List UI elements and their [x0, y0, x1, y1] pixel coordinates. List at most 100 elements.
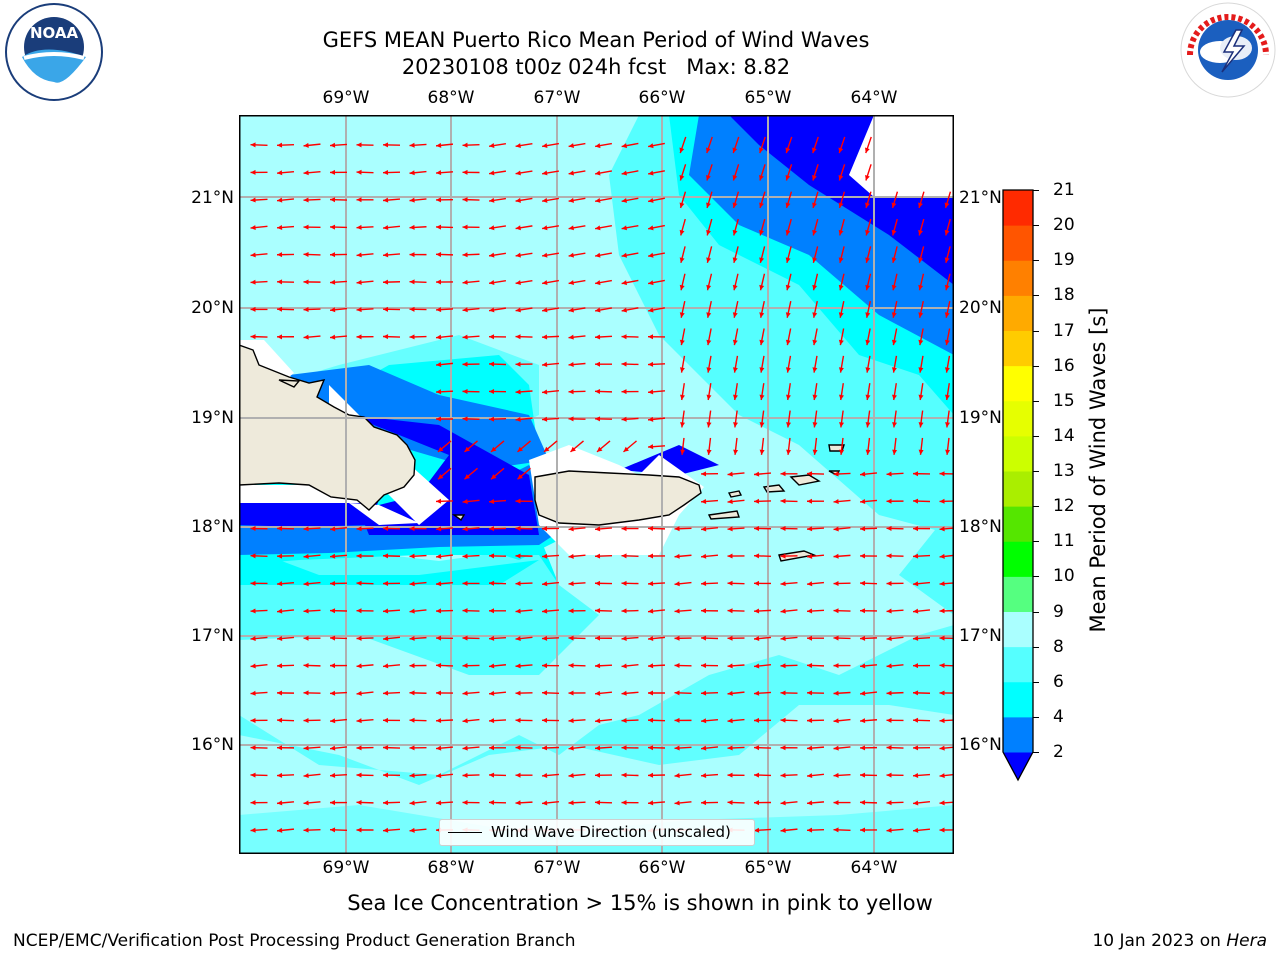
lat-tick-right-18n: 18°N: [959, 517, 1002, 537]
wind-wave-arrow-head: [913, 827, 919, 833]
wind-wave-arrow-head: [679, 339, 685, 346]
wind-wave-arrow-head: [679, 147, 685, 154]
wind-wave-arrow-head: [303, 773, 309, 779]
wind-wave-arrow-head: [812, 312, 818, 318]
wind-wave-arrow-head: [409, 526, 415, 532]
wind-wave-arrow-head: [542, 608, 548, 614]
wind-wave-arrow-head: [383, 525, 389, 531]
colorbar-tick-mark: [1033, 681, 1039, 683]
wind-wave-arrow-head: [838, 229, 844, 236]
wind-wave-arrow-head: [886, 471, 892, 477]
wind-wave-arrow-head: [860, 827, 866, 833]
colorbar-tick-mark: [1033, 471, 1039, 472]
colorbar-tick-mark: [1033, 260, 1039, 262]
colorbar-band: [1003, 295, 1033, 331]
wind-wave-arrow-head: [436, 170, 442, 176]
wind-wave-arrow-head: [303, 251, 309, 257]
wind-wave-arrow-head: [542, 197, 548, 203]
wind-wave-arrow-head: [886, 745, 892, 751]
footer-date: 10 Jan 2023 on: [1092, 931, 1227, 951]
wind-wave-arrow-head: [701, 581, 707, 587]
wind-wave-arrow-head: [733, 449, 739, 455]
wind-wave-arrow-head: [944, 367, 950, 373]
wind-wave-arrow-head: [648, 800, 654, 806]
wind-wave-arrow-head: [838, 202, 844, 208]
wind-wave-arrow-head: [838, 257, 844, 263]
wind-wave-arrow-head: [674, 663, 680, 669]
wind-wave-arrow-head: [727, 799, 733, 805]
wind-wave-arrow-head: [886, 717, 892, 723]
wind-wave-arrow-head: [648, 772, 654, 778]
colorbar-band: [1003, 400, 1033, 437]
wind-wave-arrow-head: [436, 608, 442, 614]
wind-wave-arrow-head: [489, 334, 495, 340]
wind-wave-arrow-head: [706, 394, 712, 401]
wind-wave-arrow-head: [913, 608, 919, 614]
wind-wave-arrow-head: [595, 745, 601, 751]
wind-wave-arrow-head: [621, 663, 627, 669]
wind-wave-arrow-head: [277, 608, 283, 614]
wind-wave-arrow-head: [462, 197, 468, 203]
wind-wave-arrow-head: [732, 339, 738, 346]
wind-wave-arrow-head: [568, 773, 574, 779]
wind-wave-arrow-head: [759, 449, 765, 455]
lat-tick-left-19n: 19°N: [191, 408, 234, 428]
chart-subtitle: 20230108 t00z 024h fcst Max: 8.82: [401, 55, 791, 79]
wind-wave-arrow-head: [833, 745, 839, 751]
wind-wave-arrow-head: [489, 307, 495, 313]
wind-wave-arrow-head: [621, 800, 627, 806]
wind-wave-arrow-head: [648, 553, 654, 559]
wind-wave-arrow-head: [489, 225, 495, 231]
noaa-logo: NOAA: [5, 3, 103, 101]
colorbar-tick-label: 16: [1053, 355, 1075, 376]
wind-wave-arrow-head: [913, 717, 919, 723]
wind-wave-arrow-head: [886, 690, 892, 696]
wind-wave-arrow-head: [648, 608, 654, 614]
wind-wave-arrow-head: [489, 170, 495, 176]
wind-wave-arrow-head: [303, 142, 309, 148]
wind-wave-arrow-head: [727, 718, 733, 724]
wind-wave-arrow-head: [250, 279, 256, 285]
wind-wave-arrow-head: [706, 422, 712, 428]
wind-wave-arrow-head: [409, 142, 415, 148]
wind-wave-arrow-head: [892, 422, 898, 428]
wind-wave-arrow-head: [542, 252, 548, 258]
colorbar-tick-mark: [1033, 225, 1039, 227]
wind-wave-arrow-head: [918, 449, 924, 455]
wind-wave-arrow-head: [939, 526, 945, 532]
wind-wave-arrow-head: [462, 252, 468, 258]
wind-wave-arrow-head: [250, 197, 256, 203]
wind-wave-arrow-head: [780, 717, 786, 723]
wind-wave-arrow-head: [409, 553, 415, 559]
wind-wave-arrow-head: [462, 608, 468, 614]
wind-wave-arrow-head: [759, 312, 765, 318]
wind-wave-arrow-head: [277, 636, 283, 641]
wind-wave-arrow-head: [489, 580, 495, 586]
wind-wave-arrow-head: [277, 170, 283, 176]
wind-wave-arrow-head: [860, 553, 866, 559]
wind-wave-arrow-head: [891, 312, 897, 318]
wind-wave-arrow-head: [250, 690, 256, 696]
wind-wave-arrow-head: [515, 553, 521, 559]
wind-wave-arrow-head: [812, 449, 818, 455]
lon-tick-top-69w: 69°W: [322, 88, 370, 108]
wind-wave-arrow-head: [568, 389, 574, 395]
colorbar-tick-mark: [1033, 435, 1039, 437]
wind-wave-arrow-head: [409, 279, 415, 285]
wind-wave-arrow-head: [515, 416, 521, 422]
wind-wave-arrow-head: [621, 361, 627, 367]
wind-wave-arrow-head: [436, 553, 442, 559]
wind-wave-arrow-head: [785, 202, 791, 208]
wind-wave-arrow-head: [759, 202, 764, 208]
wind-wave-arrow-head: [277, 526, 283, 532]
colorbar-extend-triangle: [1003, 752, 1033, 780]
colorbar-tick-mark: [1033, 190, 1039, 191]
wind-wave-arrow-head: [356, 224, 362, 230]
wind-wave-arrow-head: [944, 284, 950, 291]
wind-wave-arrow-head: [727, 663, 733, 669]
wind-wave-arrow-head: [918, 339, 924, 346]
wind-wave-arrow-head: [515, 170, 521, 176]
land-masses: [239, 344, 845, 562]
wind-wave-arrow-head: [833, 553, 839, 559]
wind-wave-arrow-head: [891, 229, 897, 236]
